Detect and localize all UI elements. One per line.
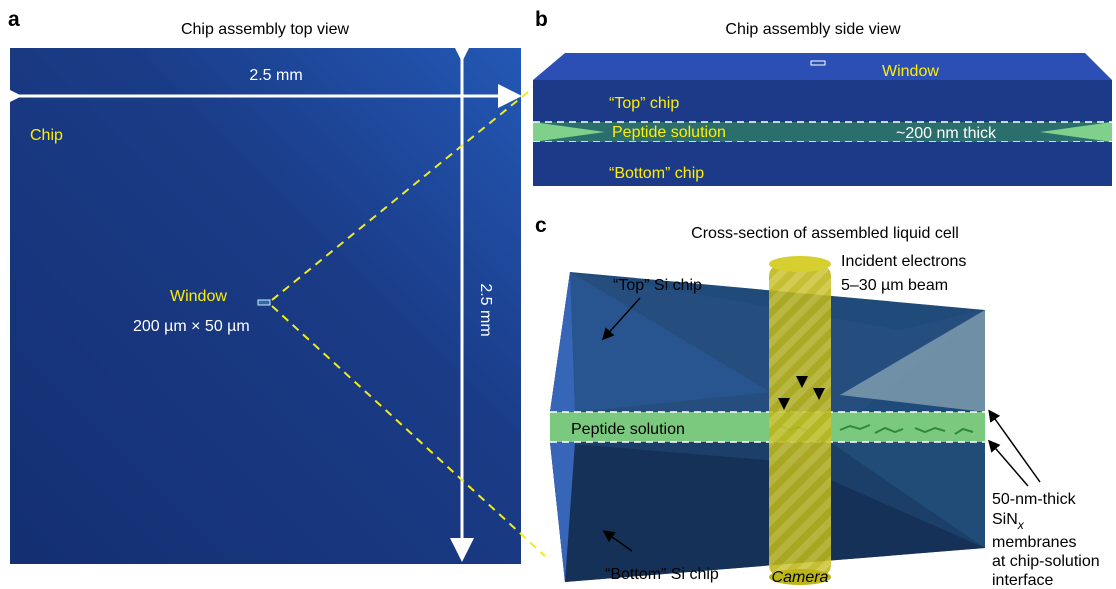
beam-column-bottom — [769, 569, 831, 585]
top-chip-front-face — [550, 272, 575, 412]
chip-label: Chip — [30, 127, 63, 144]
chip-top-view — [10, 48, 521, 564]
side-view-window-marker — [810, 60, 826, 66]
membrane-pointer-upper — [988, 409, 1041, 483]
side-view-solution-left-edge — [533, 122, 605, 142]
cross-section-solution — [550, 412, 985, 442]
cross-section-top-chip-label: “Top” Si chip — [613, 277, 702, 294]
membrane-label-line2: SiNx — [992, 511, 1025, 532]
panel-c-title: Cross-section of assembled liquid cell — [691, 225, 959, 242]
electron-beam-arrows — [778, 262, 825, 410]
panel-b-letter: b — [535, 8, 548, 31]
width-label: 2.5 mm — [249, 67, 302, 84]
panel-a: a Chip assembly top view 2.5 mm 2.5 mm C… — [0, 8, 561, 564]
bottom-chip-label: “Bottom” chip — [609, 165, 704, 182]
membrane-label-line5: interface — [992, 572, 1053, 589]
side-view-solution — [533, 122, 1112, 142]
window-marker — [257, 299, 271, 306]
membrane-label-line4: at chip-solution — [992, 553, 1100, 570]
membrane-pointer-lower — [988, 439, 1029, 487]
side-view-window-label: Window — [882, 63, 939, 80]
cross-section-bottom-chip-label: “Bottom” Si chip — [605, 566, 719, 583]
height-label: 2.5 mm — [477, 283, 494, 336]
membrane-sin-text: SiN — [992, 511, 1018, 528]
panel-a-title: Chip assembly top view — [181, 21, 350, 38]
thickness-label: ~200 nm thick — [896, 125, 997, 142]
side-view-solution-label: Peptide solution — [612, 124, 726, 141]
top-chip-label: “Top” chip — [609, 95, 679, 112]
window-label: Window — [170, 288, 227, 305]
panel-c: c Cross-section of assembled liquid cell — [535, 214, 1100, 589]
electrons-label-line1: Incident electrons — [841, 253, 966, 270]
membrane-sin-subscript: x — [1017, 518, 1025, 532]
side-view-top-face — [533, 53, 1112, 80]
zoom-line-lower — [271, 305, 546, 557]
bottom-chip-pointer — [602, 530, 633, 552]
membrane-label-line1: 50-nm-thick — [992, 491, 1077, 508]
electrons-label-line2: 5–30 µm beam — [841, 277, 948, 294]
panel-b: b Chip assembly side view Window “Top” c… — [533, 8, 1112, 186]
membrane-label-line3: membranes — [992, 534, 1076, 551]
zoom-line-upper — [271, 65, 561, 301]
side-view-solution-right-edge — [1040, 122, 1112, 142]
panel-a-letter: a — [8, 8, 20, 31]
window-size-label: 200 µm × 50 µm — [133, 318, 250, 335]
top-chip-pointer — [601, 297, 641, 341]
camera-label: Camera — [772, 569, 829, 586]
panel-b-title: Chip assembly side view — [725, 21, 901, 38]
panel-c-letter: c — [535, 214, 547, 237]
bottom-chip-front-face — [550, 442, 575, 582]
top-chip-bevel — [840, 310, 985, 412]
side-view-bottom-chip — [533, 142, 1112, 186]
side-view-top-chip — [533, 80, 1112, 122]
cross-section-solution-label: Peptide solution — [571, 421, 685, 438]
